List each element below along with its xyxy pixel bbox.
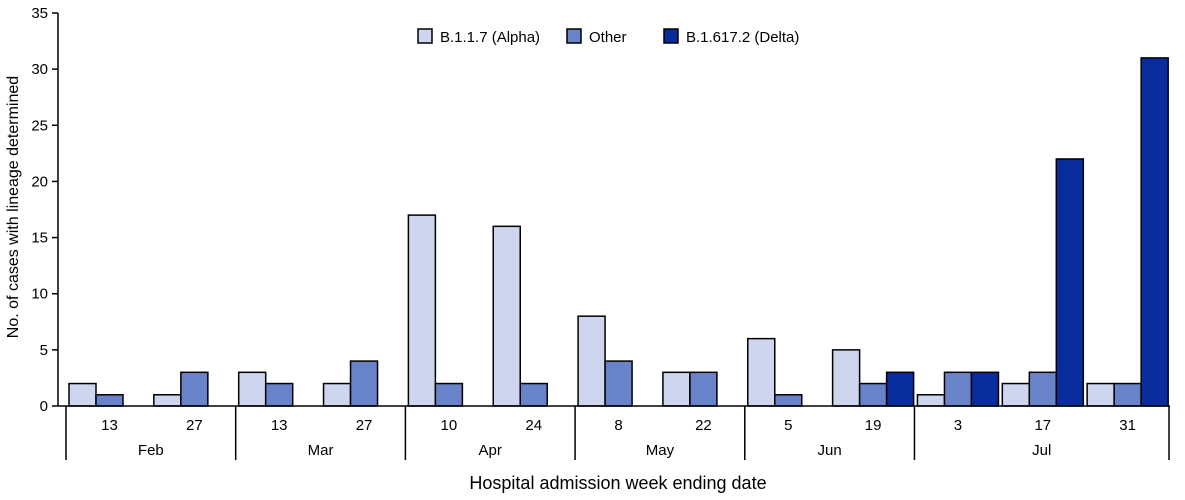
x-tick-label: 8	[614, 417, 622, 434]
bar	[689, 371, 718, 407]
x-tick-label: 17	[1034, 417, 1051, 434]
bar	[1140, 57, 1169, 407]
bar	[1055, 158, 1085, 407]
x-tick-label: 31	[1119, 417, 1136, 434]
bar	[434, 382, 464, 407]
bar	[237, 371, 267, 407]
bar	[349, 360, 379, 407]
x-tick-label: 19	[865, 417, 882, 434]
x-tick-label: 3	[954, 417, 962, 434]
x-axis-label: Hospital admission week ending date	[469, 473, 766, 493]
month-label: Apr	[479, 442, 502, 459]
month-label: May	[646, 442, 675, 459]
x-tick-label: 22	[695, 417, 712, 434]
x-tick-label: 27	[186, 417, 203, 434]
bar	[747, 337, 776, 407]
y-tick-label: 20	[31, 173, 48, 190]
bar	[492, 225, 521, 407]
legend-label: B.1.617.2 (Delta)	[686, 29, 799, 46]
legend-label: B.1.1.7 (Alpha)	[440, 29, 540, 46]
bar	[662, 371, 691, 407]
y-axis-label: No. of cases with lineage determined	[5, 76, 22, 338]
month-label: Mar	[308, 442, 334, 459]
bar	[577, 315, 606, 407]
y-tick-label: 10	[31, 286, 48, 303]
y-axis-ticks: 0 5 10 15 20 25 30 35	[31, 5, 58, 415]
x-tick-label: 10	[441, 417, 458, 434]
legend-swatch	[566, 28, 582, 44]
bar	[943, 371, 973, 407]
y-tick-label: 5	[40, 342, 48, 359]
bar	[1113, 382, 1142, 407]
bar	[970, 371, 1000, 407]
y-tick-label: 15	[31, 230, 48, 247]
x-tick-label: 27	[356, 417, 373, 434]
x-tick-label: 5	[784, 417, 792, 434]
bar	[322, 382, 352, 407]
bar	[264, 382, 294, 407]
bar	[68, 382, 97, 407]
bar	[407, 214, 437, 407]
y-tick-label: 25	[31, 117, 48, 134]
bar	[1001, 382, 1031, 407]
bar	[153, 394, 182, 407]
bar	[885, 371, 915, 407]
x-tick-label: 13	[271, 417, 288, 434]
legend-swatch	[663, 28, 679, 44]
legend-swatch	[417, 28, 433, 44]
bar	[1028, 371, 1058, 407]
legend-label: Other	[589, 29, 627, 46]
bar	[831, 349, 861, 407]
bars	[68, 57, 1169, 407]
bar	[858, 382, 888, 407]
month-label: Jul	[1032, 442, 1051, 459]
y-tick-label: 35	[31, 5, 48, 22]
y-tick-label: 30	[31, 61, 48, 78]
x-axis: 13 27 13 27 10 24 8 22 5 19 3 17 31 Feb Mar Apr May Jun Ju…	[65, 406, 1170, 460]
y-tick-label: 0	[40, 398, 48, 415]
x-tick-label: 13	[101, 417, 118, 434]
legend: B.1.1.7 (Alpha) Other B.1.617.2 (Delta)	[417, 28, 799, 46]
bar	[774, 394, 803, 407]
bar	[604, 360, 633, 407]
month-label: Feb	[138, 442, 164, 459]
bar	[519, 382, 548, 407]
bar	[916, 394, 946, 407]
bar	[95, 394, 124, 407]
bar	[180, 371, 209, 407]
x-tick-label: 24	[525, 417, 542, 434]
bar	[1086, 382, 1115, 407]
month-label: Jun	[818, 442, 842, 459]
